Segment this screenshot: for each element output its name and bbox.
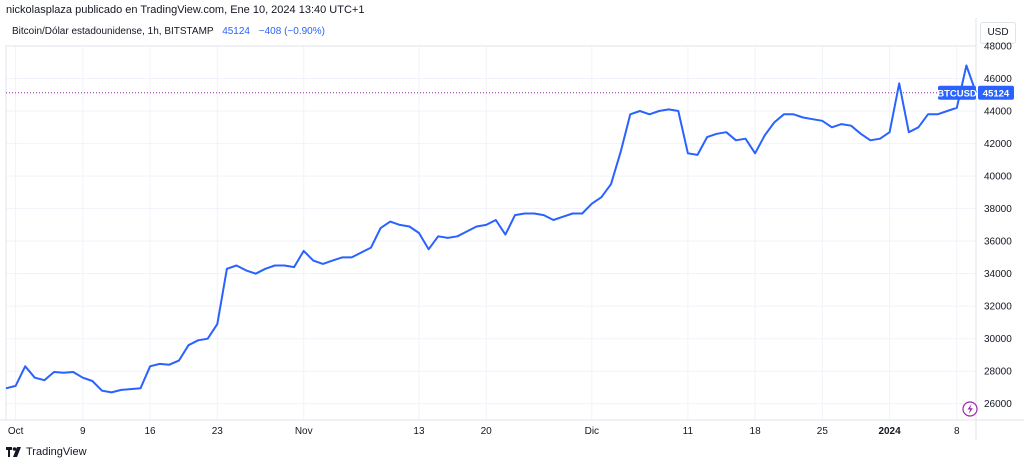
symbol-description: Bitcoin/Dólar estadounidense, 1h, BITSTA…	[12, 26, 214, 37]
symbol-tag-bg	[938, 85, 976, 100]
y-tick-label: 48000	[984, 42, 1012, 53]
y-tick-label: 42000	[984, 139, 1012, 150]
y-tick-label: 38000	[984, 204, 1012, 215]
y-tick-label: 32000	[984, 302, 1012, 313]
x-tick-label: 23	[212, 426, 224, 437]
x-tick-label: 13	[413, 426, 425, 437]
y-tick-label: 44000	[984, 107, 1012, 118]
legend-change: −408 (−0.90%)	[258, 26, 325, 37]
btcusd-price-line[interactable]	[5, 64, 977, 394]
lightning-icon[interactable]	[962, 401, 978, 417]
x-tick-label: Dic	[585, 426, 599, 437]
x-tick-label: 20	[481, 426, 493, 437]
brand-name: TradingView	[26, 446, 87, 458]
symbol-tag: BTCUSD	[937, 88, 977, 99]
x-tick-label: 2024	[878, 426, 901, 437]
x-tick-label: Nov	[295, 426, 313, 437]
y-tick-label: 28000	[984, 367, 1012, 378]
x-tick-label: 11	[683, 426, 694, 437]
price-axis: 26000 28000 30000 32000 34000 36000 38000 40000…	[984, 42, 1012, 411]
x-tick-label: 8	[954, 426, 960, 437]
legend-last-price: 45124	[222, 26, 250, 37]
currency-button[interactable]: USD	[980, 22, 1016, 44]
price-tag-bg	[978, 85, 1014, 100]
price-tag: 45124	[983, 88, 1010, 99]
publisher-line: nickolasplaza publicado en TradingView.c…	[6, 4, 365, 16]
chart-grid	[6, 45, 976, 420]
y-tick-label: 34000	[984, 269, 1012, 280]
x-tick-label: 25	[817, 426, 829, 437]
y-tick-label: 40000	[984, 172, 1012, 183]
x-tick-label: 18	[750, 426, 762, 437]
x-tick-label: Oct	[8, 426, 24, 437]
y-tick-label: 46000	[984, 74, 1012, 85]
x-tick-label: 9	[80, 426, 86, 437]
plot-area-border	[5, 45, 977, 421]
y-tick-label: 30000	[984, 334, 1012, 345]
x-tick-label: 16	[144, 426, 156, 437]
tradingview-logo-icon	[6, 447, 21, 457]
time-axis: Oct 9 16 23 Nov 13 20 Dic 11 18 25 2024 8	[8, 426, 960, 437]
symbol-legend: Bitcoin/Dólar estadounidense, 1h, BITSTA…	[12, 26, 325, 37]
y-tick-label: 26000	[984, 399, 1012, 410]
y-tick-label: 36000	[984, 237, 1012, 248]
footer-brand[interactable]: TradingView	[6, 446, 87, 458]
